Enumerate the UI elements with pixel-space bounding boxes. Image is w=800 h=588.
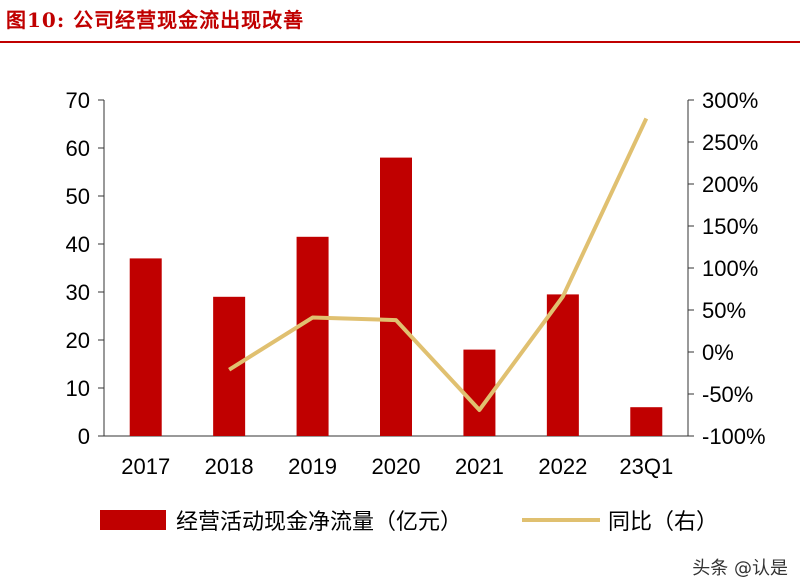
left-tick-label: 40 [66,232,90,257]
chart-legend: 经营活动现金净流量（亿元） 同比（右） [100,510,718,535]
bar [546,294,579,436]
x-tick-label: 2017 [121,454,170,479]
left-tick-label: 20 [66,328,90,353]
right-tick-label: 200% [702,172,758,197]
right-tick-label: 100% [702,256,758,281]
right-tick-label: 300% [702,88,758,113]
figure-title: 图10: 公司经营现金流出现改善 [6,8,305,32]
x-tick-label: 2021 [455,454,504,479]
legend-line-label: 同比（右） [608,510,718,535]
bar [380,157,412,436]
title-divider [0,41,800,43]
legend-bar-swatch [100,510,166,530]
bar-series [129,157,663,436]
x-tick-label: 23Q1 [619,454,673,479]
right-tick-label: 150% [702,214,758,239]
left-tick-label: 60 [66,136,90,161]
left-tick-label: 70 [66,88,90,113]
right-tick-label: 250% [702,130,758,155]
x-tick-label: 2022 [538,454,587,479]
bar [296,236,329,436]
right-tick-label: 50% [702,298,746,323]
left-tick-label: 30 [66,280,90,305]
line-path [228,117,649,412]
left-tick-label: 0 [78,424,90,449]
left-tick-label: 50 [66,184,90,209]
x-tick-label: 2020 [372,454,421,479]
line-series [228,117,649,412]
x-tick-label: 2019 [288,454,337,479]
right-tick-label: -100% [702,424,766,449]
watermark: 头条 @认是 [692,558,788,579]
bar [213,296,246,436]
left-tick-label: 10 [66,376,90,401]
chart-axes: 0 10 20 30 40 50 60 70 -100% -50% 0% 50% 100% 150% 200… [66,88,766,479]
title-bar: 图10: 公司经营现金流出现改善 [0,0,800,46]
legend-bar-label: 经营活动现金净流量（亿元） [176,510,462,535]
bar [630,407,663,436]
bar [129,258,162,436]
x-tick-label: 2018 [205,454,254,479]
right-tick-label: -50% [702,382,753,407]
right-tick-label: 0% [702,340,734,365]
